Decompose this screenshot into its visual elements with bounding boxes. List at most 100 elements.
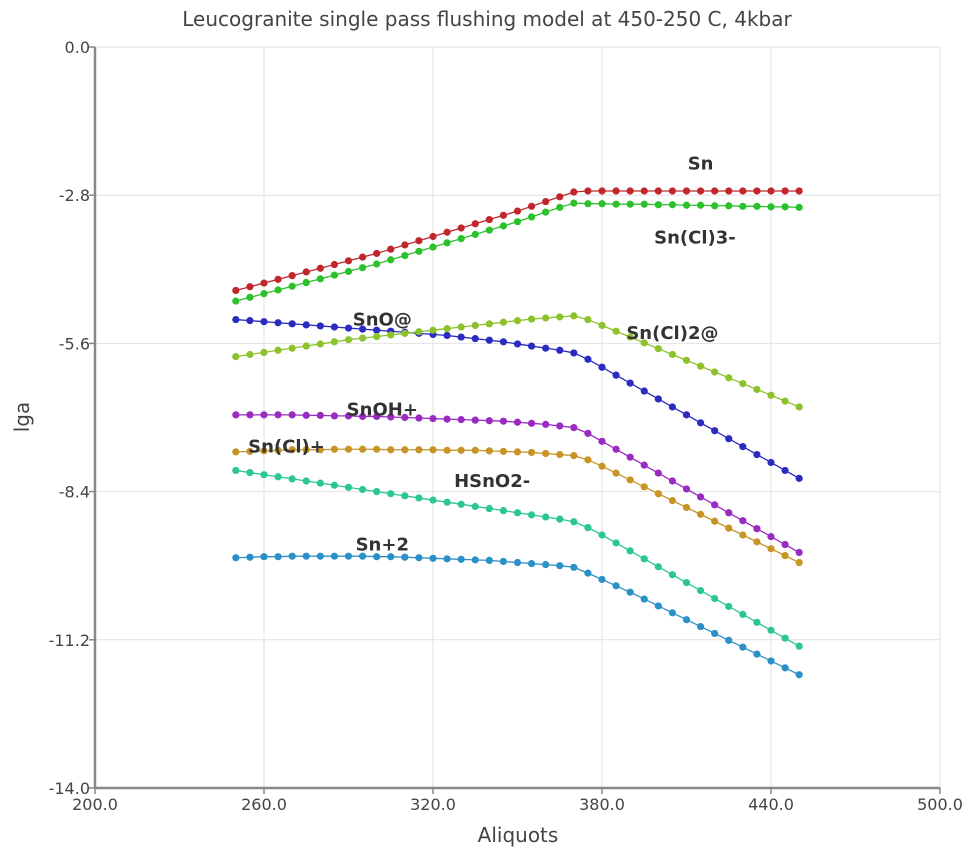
data-point [302, 321, 310, 329]
data-point [358, 412, 367, 421]
data-point [584, 355, 592, 363]
series-label: HSnO2- [454, 471, 530, 492]
data-point [696, 419, 705, 427]
series-0 [232, 187, 803, 295]
data-point [316, 552, 324, 560]
data-point [767, 203, 775, 211]
data-point [246, 447, 254, 455]
data-point [598, 321, 606, 330]
data-point [753, 385, 761, 394]
data-point [753, 650, 761, 658]
data-point [485, 556, 493, 565]
data-point [542, 561, 550, 569]
data-point [499, 338, 508, 346]
chart-title: Leucogranite single pass flushing model … [182, 7, 792, 31]
data-point [527, 213, 536, 221]
data-point [429, 554, 437, 562]
data-point [260, 290, 268, 298]
data-point [485, 504, 493, 513]
data-point [260, 553, 268, 561]
data-point [711, 629, 719, 638]
data-point [316, 446, 324, 454]
data-point [457, 235, 465, 243]
data-point [711, 187, 719, 195]
data-point [556, 346, 564, 354]
data-point [542, 197, 550, 206]
data-point [401, 329, 409, 337]
data-point [640, 187, 648, 195]
data-point [795, 671, 803, 679]
data-point [274, 411, 282, 419]
data-point [753, 618, 761, 626]
data-point [288, 552, 296, 560]
data-point [499, 417, 508, 425]
data-point [232, 411, 240, 419]
data-point [626, 187, 634, 195]
data-point [781, 203, 789, 211]
data-point [415, 247, 423, 255]
data-point [542, 513, 550, 521]
data-point [668, 201, 677, 209]
y-tick-labels: 0.0 -2.8 -5.6 -8.4 -11.2 -14.0 [49, 38, 95, 798]
data-point [288, 446, 296, 454]
data-point [288, 282, 296, 290]
data-point [795, 548, 803, 557]
data-point [373, 260, 381, 268]
data-point [401, 492, 409, 500]
data-point [570, 452, 578, 460]
data-point [358, 264, 367, 272]
series-3 [232, 312, 803, 411]
data-point [654, 469, 662, 477]
y-tick-label: -8.4 [59, 483, 90, 502]
data-point [781, 552, 789, 560]
data-point [302, 342, 310, 350]
data-point [274, 286, 282, 294]
data-point [640, 200, 648, 208]
data-point [612, 371, 620, 379]
data-point [739, 380, 747, 388]
data-point [358, 445, 367, 453]
series-6 [232, 466, 803, 650]
data-point [556, 515, 564, 523]
data-point [246, 317, 254, 325]
data-point [358, 552, 367, 560]
data-point [443, 555, 451, 563]
data-point [246, 553, 254, 561]
data-point [288, 272, 296, 280]
data-point [795, 203, 803, 211]
data-point [415, 446, 423, 454]
data-point [542, 314, 550, 322]
data-point [527, 448, 536, 457]
data-point [584, 315, 592, 324]
y-tick-label: -5.6 [59, 334, 90, 353]
data-point [598, 200, 606, 208]
data-point [274, 473, 282, 481]
data-point [387, 413, 395, 421]
data-point [457, 224, 465, 232]
data-point [415, 554, 423, 562]
data-point [626, 379, 634, 387]
data-point [739, 531, 747, 539]
data-point [316, 340, 324, 348]
data-point [527, 511, 536, 519]
data-point [260, 447, 268, 455]
data-point [527, 202, 536, 210]
data-point [725, 636, 733, 644]
data-point [246, 350, 254, 359]
data-point [344, 336, 353, 344]
series-label: Sn(Cl)+ [248, 437, 325, 458]
x-tick-label: 500.0 [917, 795, 963, 814]
data-point [373, 249, 381, 258]
series-group [232, 187, 803, 679]
data-point [260, 348, 268, 356]
data-point [429, 414, 437, 423]
series-line [235, 555, 800, 676]
data-point [753, 450, 761, 459]
data-point [232, 448, 240, 456]
data-point [232, 466, 240, 475]
data-point [513, 218, 522, 226]
data-point [499, 557, 508, 566]
x-tick-label: 440.0 [748, 795, 794, 814]
series-label: Sn+2 [356, 535, 409, 556]
